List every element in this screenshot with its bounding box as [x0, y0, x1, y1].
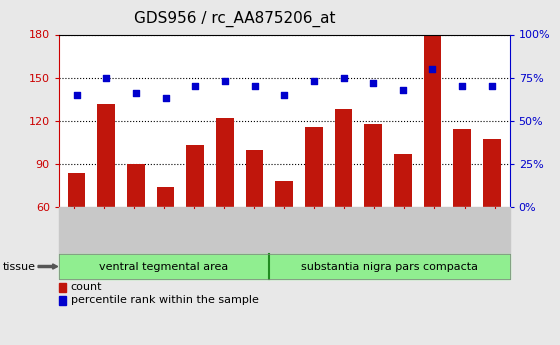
Bar	[186, 145, 204, 293]
Bar	[364, 124, 382, 293]
Text: GSM19335: GSM19335	[159, 204, 169, 257]
Text: GSM19325: GSM19325	[460, 204, 469, 257]
Text: GSM19315: GSM19315	[309, 204, 319, 257]
Text: GSM19323: GSM19323	[430, 204, 440, 257]
Point	[72, 92, 81, 98]
Point	[250, 83, 259, 89]
Text: ventral tegmental area: ventral tegmental area	[99, 262, 228, 272]
Point	[428, 66, 437, 72]
Text: GSM19327: GSM19327	[489, 204, 500, 257]
Text: GSM19337: GSM19337	[189, 204, 199, 257]
Point	[398, 87, 407, 92]
Bar	[216, 118, 234, 293]
Point	[309, 78, 318, 84]
Point	[458, 83, 466, 89]
Text: tissue: tissue	[3, 262, 36, 272]
Bar	[68, 172, 86, 293]
Text: GSM19333: GSM19333	[129, 204, 139, 257]
Text: substantia nigra pars compacta: substantia nigra pars compacta	[301, 262, 478, 272]
Bar	[453, 129, 471, 293]
Bar	[305, 127, 323, 293]
Point	[132, 90, 141, 96]
Text: percentile rank within the sample: percentile rank within the sample	[71, 295, 258, 305]
Text: GSM19321: GSM19321	[399, 204, 409, 257]
Bar	[157, 187, 175, 293]
Text: GSM19329: GSM19329	[69, 204, 79, 257]
Text: GSM19331: GSM19331	[99, 204, 109, 257]
Point	[102, 75, 111, 80]
Bar	[276, 181, 293, 293]
Text: GSM19319: GSM19319	[370, 204, 379, 257]
Bar	[423, 34, 441, 293]
Bar	[335, 109, 352, 293]
Text: GDS956 / rc_AA875206_at: GDS956 / rc_AA875206_at	[134, 10, 336, 27]
Bar	[246, 149, 263, 293]
Text: GSM19341: GSM19341	[249, 204, 259, 257]
Text: GSM19339: GSM19339	[219, 204, 229, 257]
Bar	[127, 164, 145, 293]
Point	[279, 92, 289, 98]
Text: GSM19317: GSM19317	[339, 204, 349, 257]
Point	[221, 78, 230, 84]
Point	[487, 83, 496, 89]
Point	[339, 75, 348, 80]
Point	[161, 96, 170, 101]
Point	[191, 83, 200, 89]
Text: GSM19312: GSM19312	[279, 204, 289, 257]
Bar	[97, 104, 115, 293]
Bar	[483, 139, 501, 293]
Text: count: count	[71, 282, 102, 292]
Bar	[394, 154, 412, 293]
Point	[368, 80, 377, 86]
